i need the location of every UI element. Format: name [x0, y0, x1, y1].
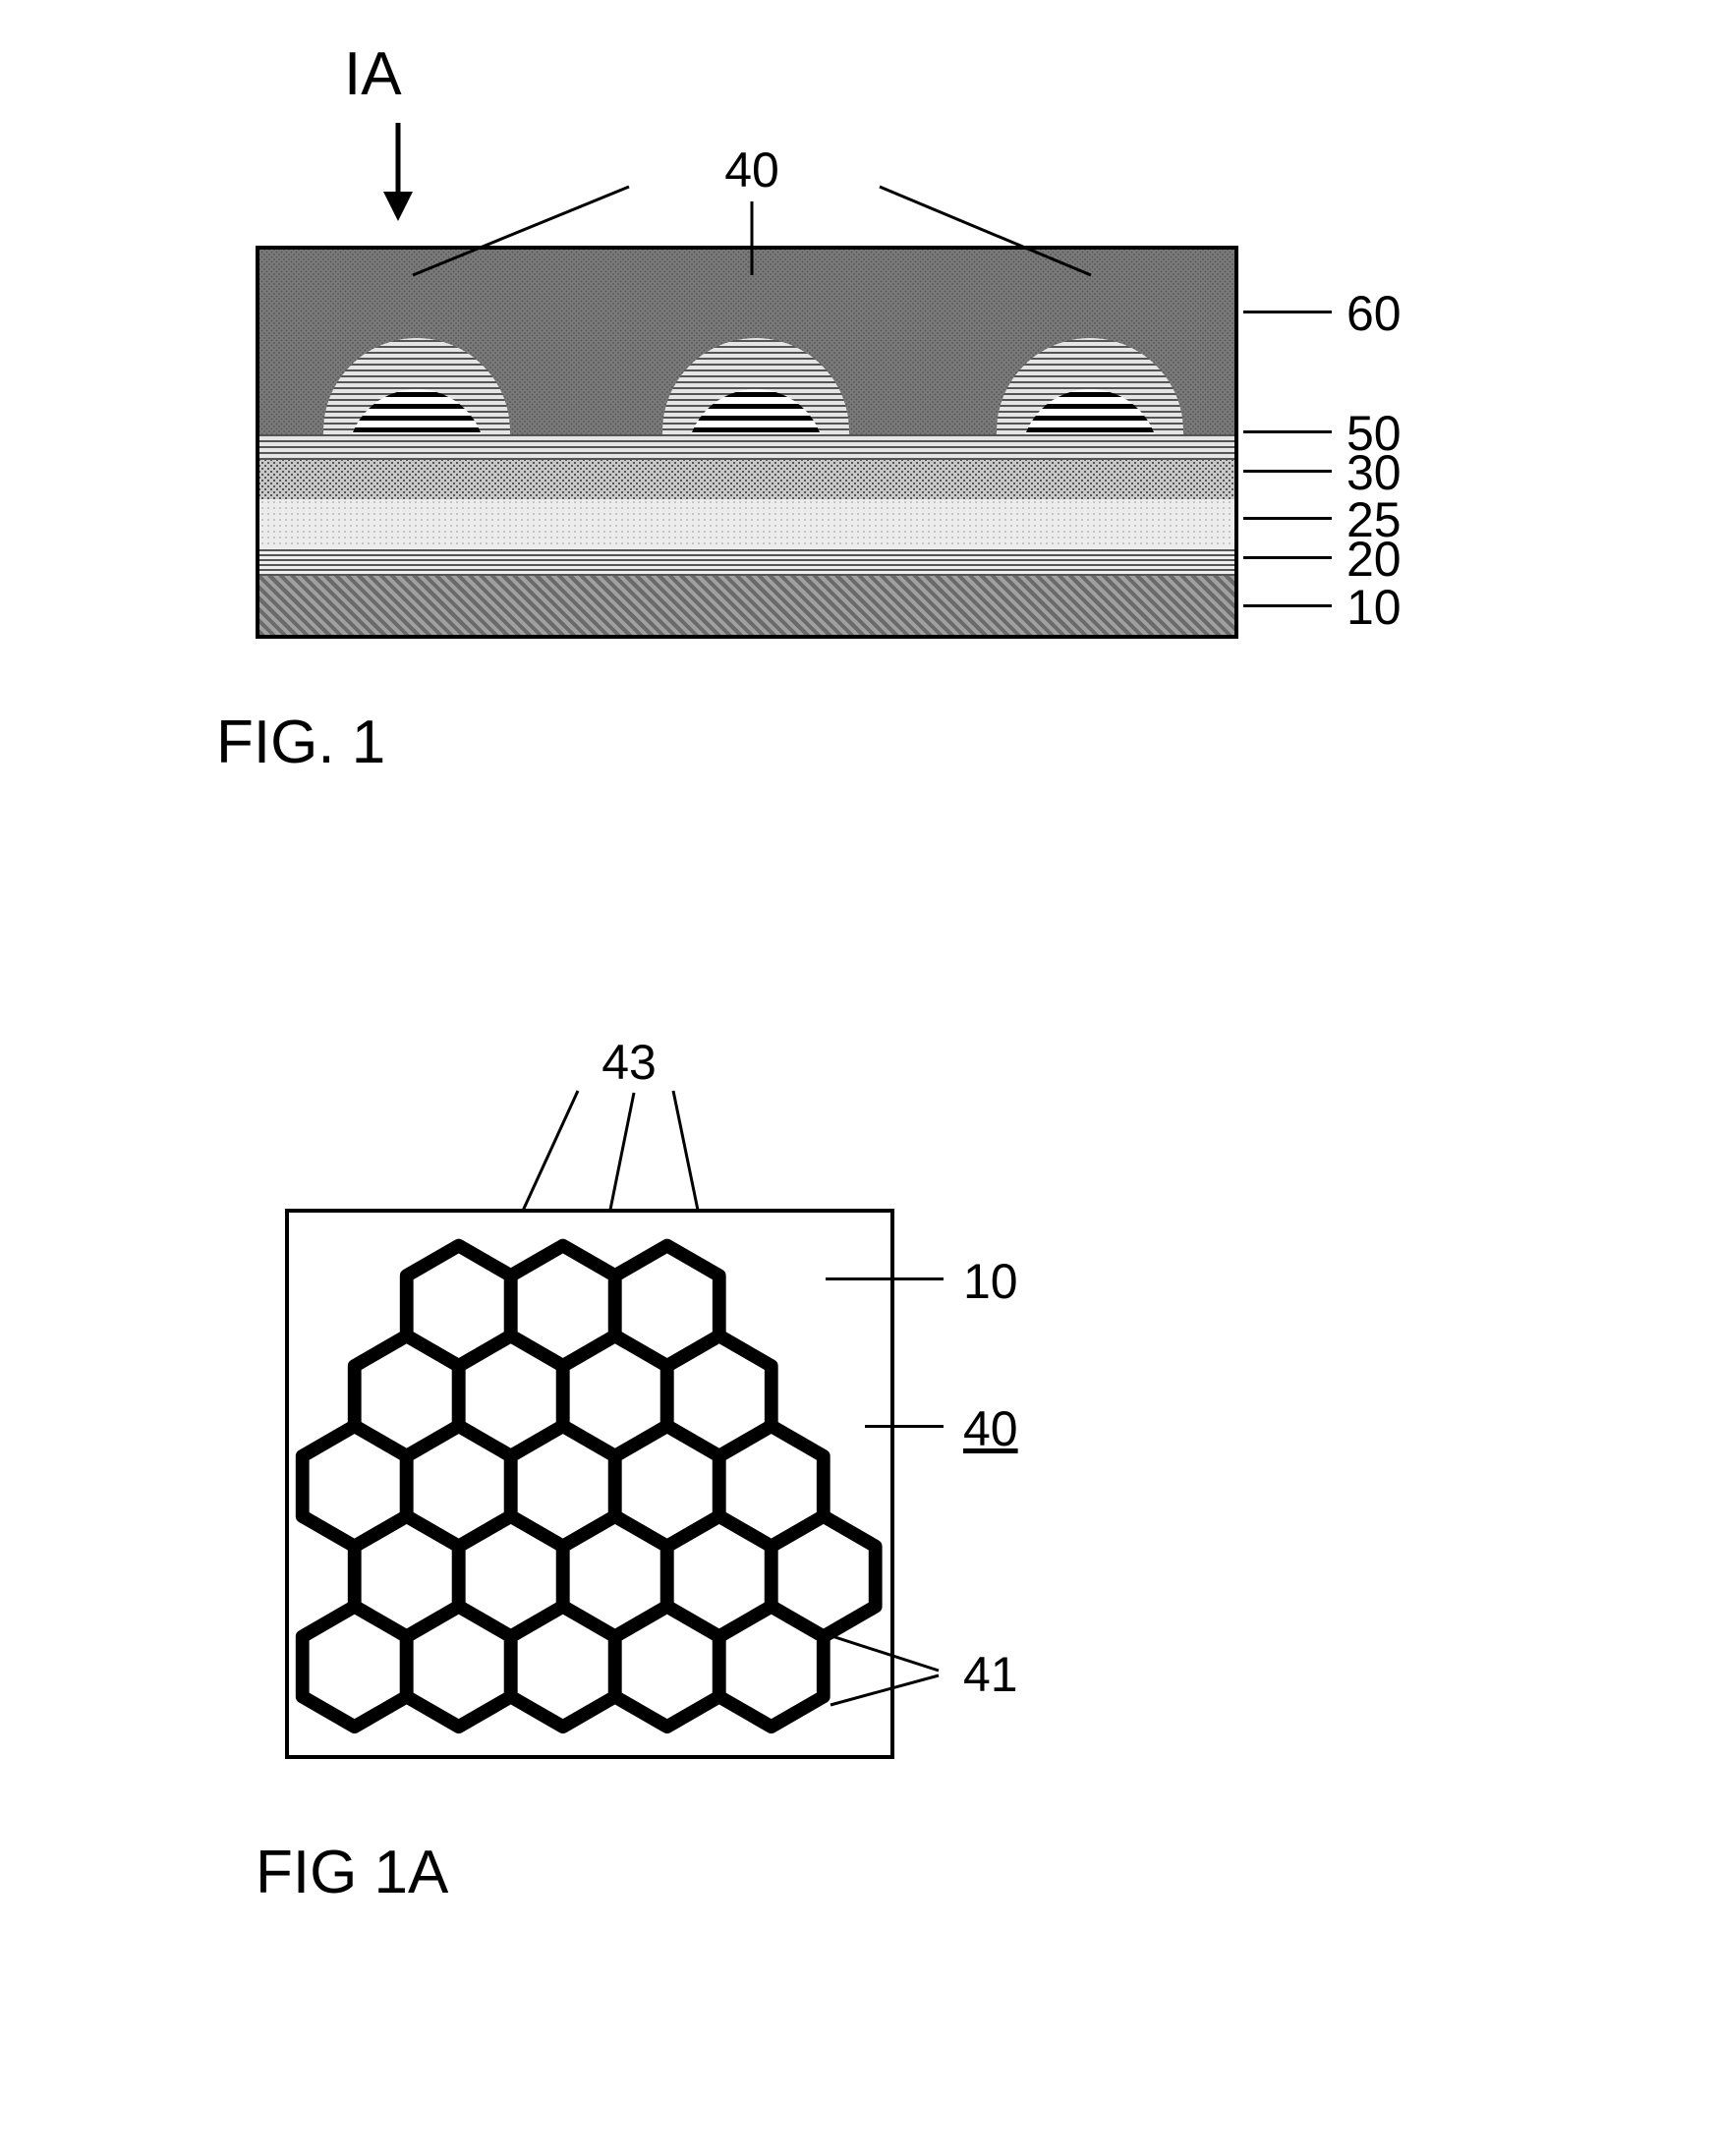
figure-1a: 43 10 40 41 FIG 1A	[285, 1032, 1317, 1916]
label-40: 40	[724, 142, 779, 198]
page: IA 40 60	[0, 0, 1718, 2156]
leader-10	[1243, 604, 1332, 607]
label-41: 41	[963, 1646, 1018, 1703]
layer-20	[259, 548, 1234, 576]
label-10: 10	[1346, 579, 1402, 636]
figure-1: IA 40 60	[256, 39, 1553, 786]
leader-60	[1243, 311, 1332, 313]
layer-25	[259, 499, 1234, 548]
layer-stack	[256, 246, 1238, 639]
ia-label: IA	[344, 39, 402, 109]
label-10: 10	[963, 1253, 1018, 1310]
leader-20	[1243, 556, 1332, 559]
fig1-caption: FIG. 1	[216, 708, 385, 777]
leader-25	[1243, 517, 1332, 520]
layer-30	[259, 460, 1234, 499]
label-60: 60	[1346, 285, 1402, 342]
leader-40-fork: 40	[256, 147, 1238, 285]
leader-10	[826, 1277, 944, 1280]
layer-50	[259, 434, 1234, 460]
leader-41-fork	[727, 1562, 1081, 1759]
layer-10	[259, 576, 1234, 635]
leader-50	[1243, 430, 1332, 433]
leader-30	[1243, 470, 1332, 473]
leader-40	[865, 1425, 944, 1428]
svg-text:43: 43	[601, 1035, 657, 1090]
fig1a-caption: FIG 1A	[256, 1838, 448, 1907]
label-40: 40	[963, 1400, 1018, 1457]
